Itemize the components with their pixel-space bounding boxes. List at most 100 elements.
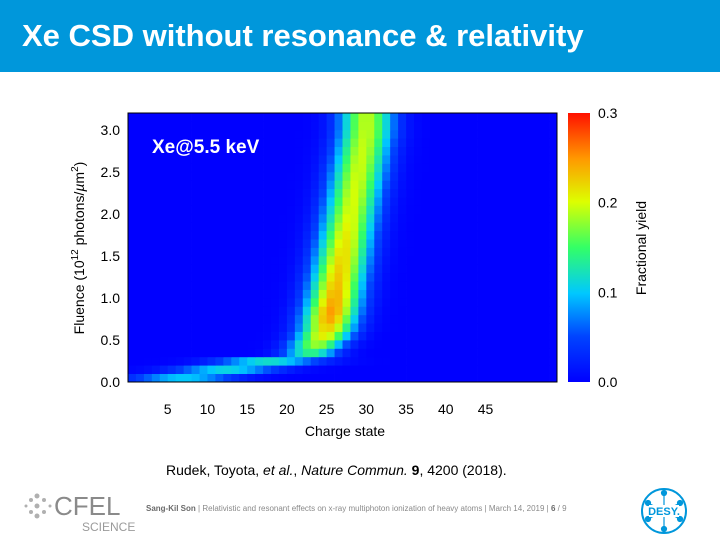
heatmap-cell [167, 306, 177, 316]
heatmap-cell [334, 121, 343, 131]
heatmap-cell [414, 213, 423, 223]
heatmap-cell [390, 297, 399, 307]
heatmap-cell [135, 255, 145, 265]
heatmap-cell [549, 297, 558, 307]
heatmap-cell [231, 230, 240, 240]
heatmap-cell [159, 205, 169, 215]
x-tick-label: 25 [319, 401, 335, 417]
heatmap-cell [429, 138, 439, 148]
heatmap-cell [414, 121, 423, 131]
heatmap-cell [318, 356, 328, 366]
heatmap-cell [445, 163, 455, 173]
heatmap-cell [461, 314, 471, 324]
heatmap-cell [231, 306, 240, 316]
heatmap-cell [143, 264, 153, 274]
heatmap-cell [207, 188, 216, 198]
heatmap-cell [167, 281, 177, 290]
heatmap-cell [207, 171, 216, 181]
heatmap-cell [286, 323, 296, 332]
heatmap-cell [207, 180, 216, 190]
heatmap-cell [350, 281, 359, 290]
heatmap-cell [247, 188, 256, 198]
heatmap-cell [414, 205, 423, 215]
heatmap-cell [135, 121, 145, 131]
heatmap-cell [437, 239, 447, 248]
heatmap-cell [414, 255, 423, 265]
heatmap-cell [223, 314, 232, 324]
heatmap-cell [310, 297, 320, 307]
heatmap-cell [414, 289, 423, 299]
heatmap-cell [517, 255, 526, 265]
heatmap-cell [271, 297, 280, 307]
heatmap-cell [477, 155, 486, 164]
heatmap-cell [429, 146, 439, 156]
heatmap-cell [453, 348, 463, 358]
heatmap-cell [143, 188, 153, 198]
heatmap-cell [501, 205, 510, 215]
heatmap-cell [477, 356, 486, 366]
heatmap-cell [541, 121, 550, 131]
heatmap-cell [453, 163, 463, 173]
heatmap-cell [421, 222, 431, 232]
heatmap-cell [271, 113, 280, 122]
heatmap-cell [286, 331, 296, 341]
heatmap-cell [437, 247, 447, 257]
heatmap-cell [358, 272, 367, 282]
heatmap-cell [191, 314, 200, 324]
heatmap-cell [278, 247, 288, 257]
heatmap-cell [278, 146, 288, 156]
heatmap-cell [215, 281, 224, 290]
heatmap-cell [509, 289, 518, 299]
heatmap-cell [199, 323, 208, 332]
heatmap-cell [318, 222, 328, 232]
heatmap-cell [549, 213, 558, 223]
heatmap-cell [342, 373, 351, 383]
heatmap-cell [406, 365, 415, 374]
heatmap-cell [493, 306, 502, 316]
heatmap-cell [358, 197, 367, 206]
heatmap-cell [342, 247, 351, 257]
heatmap-cell [437, 230, 447, 240]
heatmap-cell [414, 113, 423, 122]
heatmap-cell [310, 171, 320, 181]
heatmap-cell [310, 323, 320, 332]
heatmap-cell [215, 222, 224, 232]
heatmap-cell [199, 239, 208, 248]
heatmap-cell [517, 306, 526, 316]
heatmap-cell [485, 239, 494, 248]
heatmap-cell [143, 272, 153, 282]
heatmap-cell [469, 163, 478, 173]
heatmap-cell [485, 348, 494, 358]
heatmap-cell [151, 323, 161, 332]
heatmap-cell [167, 138, 177, 148]
heatmap-cell [533, 163, 542, 173]
heatmap-cell [350, 339, 359, 349]
heatmap-cell [469, 113, 478, 122]
heatmap-cell [286, 138, 296, 148]
heatmap-cell [525, 323, 534, 332]
heatmap-cell [223, 272, 232, 282]
heatmap-cell [334, 373, 343, 383]
heatmap-cell [437, 222, 447, 232]
heatmap-cell [223, 155, 232, 164]
heatmap-cell [302, 188, 312, 198]
heatmap-cell [350, 356, 359, 366]
heatmap-cell [374, 339, 383, 349]
heatmap-cell [374, 222, 383, 232]
heatmap-cell [128, 314, 137, 324]
heatmap-cell [461, 356, 471, 366]
heatmap-cell [549, 314, 558, 324]
heatmap-cell [414, 348, 423, 358]
y-tick-label: 0.0 [101, 374, 121, 390]
heatmap-cell [429, 331, 439, 341]
heatmap-cell [350, 138, 359, 148]
heatmap-cell [342, 155, 351, 164]
heatmap-cell [374, 129, 383, 139]
heatmap-cell [477, 272, 486, 282]
heatmap-cell [302, 264, 312, 274]
heatmap-cell [342, 356, 351, 366]
y-tick-label: 1.5 [101, 248, 121, 264]
heatmap-cell [239, 339, 248, 349]
heatmap-cell [159, 197, 169, 206]
heatmap-cell [461, 138, 471, 148]
